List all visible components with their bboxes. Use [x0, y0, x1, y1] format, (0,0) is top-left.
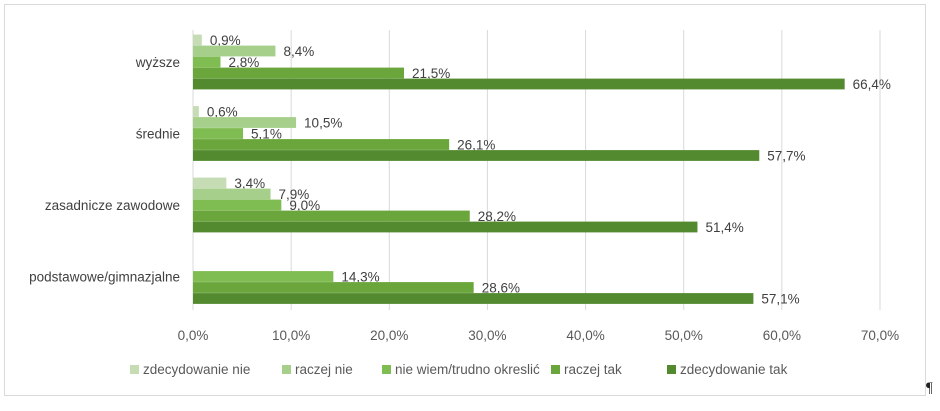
x-tick-label: 50,0% — [665, 328, 703, 343]
bar — [193, 67, 405, 79]
data-label: 14,3% — [341, 270, 379, 285]
bar — [193, 56, 221, 68]
bar — [193, 188, 271, 200]
legend-label: zdecydowanie nie — [143, 362, 250, 377]
x-tick-label: 70,0% — [861, 328, 899, 343]
legend-swatch — [551, 365, 560, 374]
bar — [193, 221, 698, 233]
x-tick-label: 20,0% — [370, 328, 408, 343]
bar — [193, 210, 470, 222]
data-label: 26,1% — [457, 138, 495, 153]
data-label: 3,4% — [234, 176, 265, 191]
legend-swatch — [667, 365, 676, 374]
bar — [193, 177, 227, 189]
data-label: 9,0% — [289, 198, 320, 213]
data-label: 51,4% — [705, 220, 743, 235]
bar — [193, 45, 276, 57]
bar — [193, 117, 297, 128]
category-label: podstawowe/gimnazjalne — [29, 270, 180, 285]
data-label: 0,9% — [210, 33, 241, 48]
pilcrow-mark: ¶ — [926, 380, 933, 396]
x-tick-label: 10,0% — [272, 328, 310, 343]
bar — [193, 139, 450, 150]
bar — [193, 78, 845, 90]
category-label: zasadnicze zawodowe — [45, 198, 180, 213]
x-tick-label: 0,0% — [178, 328, 209, 343]
legend-swatch — [382, 365, 391, 374]
bar — [193, 199, 282, 211]
legend-label: nie wiem/trudno okreslić — [395, 362, 540, 377]
data-label: 66,4% — [853, 77, 891, 92]
legend-swatch — [130, 365, 139, 374]
bar — [193, 128, 244, 139]
data-label: 28,2% — [478, 209, 516, 224]
data-label: 57,1% — [761, 292, 799, 307]
legend-swatch — [282, 365, 291, 374]
x-tick-label: 40,0% — [566, 328, 604, 343]
x-tick-label: 60,0% — [763, 328, 801, 343]
legend-label: zdecydowanie tak — [680, 362, 788, 377]
bar — [193, 271, 334, 282]
category-label: średnie — [136, 127, 180, 142]
bar — [193, 293, 754, 304]
data-label: 7,9% — [279, 187, 310, 202]
data-label: 10,5% — [304, 116, 342, 131]
chart-frame — [4, 4, 926, 396]
legend-label: raczej tak — [564, 362, 622, 377]
data-label: 28,6% — [482, 281, 520, 296]
data-label: 57,7% — [767, 149, 805, 164]
bar — [193, 150, 760, 161]
data-label: 21,5% — [412, 66, 450, 81]
data-label: 0,6% — [207, 105, 238, 120]
bar — [193, 34, 202, 46]
category-label: wyższe — [135, 55, 180, 70]
data-label: 8,4% — [283, 44, 314, 59]
legend-label: raczej nie — [295, 362, 353, 377]
bar — [193, 282, 474, 293]
data-label: 5,1% — [251, 127, 282, 142]
data-label: 2,8% — [228, 55, 259, 70]
x-tick-label: 30,0% — [468, 328, 506, 343]
bar — [193, 106, 199, 117]
